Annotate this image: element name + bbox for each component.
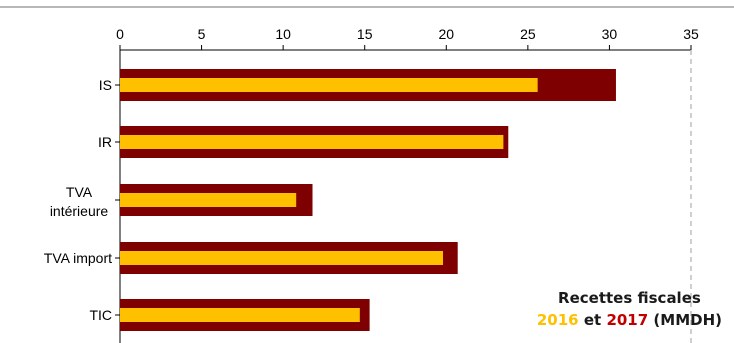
chart-legend: Recettes fiscales 2016 et 2017 (MMDH) (537, 287, 722, 331)
x-tick-label: 35 (683, 26, 699, 42)
category-label: TIC (89, 307, 112, 323)
x-tick-label: 0 (116, 26, 124, 42)
category-label: TVA import (44, 250, 112, 266)
legend-year-2016: 2016 (536, 311, 579, 329)
top-rule (0, 6, 734, 8)
x-tick-label: 25 (520, 26, 536, 42)
category-label: TVA (66, 184, 93, 200)
chart-title: Recettes fiscales (558, 289, 701, 307)
x-tick-label: 10 (275, 26, 291, 42)
x-tick-label: 5 (198, 26, 206, 42)
category-label: IS (99, 77, 112, 93)
bar-2016 (120, 308, 360, 322)
chart-subtitle: 2016 et 2017 (MMDH) (537, 309, 722, 331)
category-label: intérieure (50, 203, 109, 219)
legend-year-2017: 2017 (606, 311, 649, 329)
bar-2016 (120, 78, 538, 92)
bar-2016 (120, 135, 504, 149)
bar-2016 (120, 193, 297, 207)
legend-unit: (MMDH) (653, 311, 722, 329)
bar-2016 (120, 251, 444, 265)
x-tick-label: 15 (357, 26, 373, 42)
x-tick-label: 20 (438, 26, 454, 42)
legend-connector: et (583, 311, 602, 329)
x-tick-label: 30 (602, 26, 618, 42)
category-label: IR (98, 134, 112, 150)
